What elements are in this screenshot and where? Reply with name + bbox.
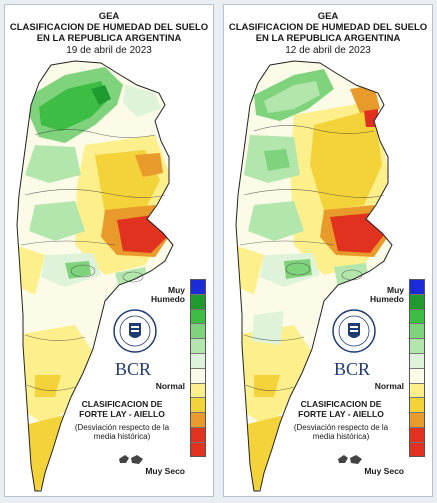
bcr-logo-text: BCR bbox=[115, 359, 152, 379]
map-title-line2: EN LA REPUBLICA ARGENTINA bbox=[255, 33, 401, 44]
scale-label-dry: Muy Seco bbox=[364, 466, 404, 476]
malvinas-islands bbox=[119, 455, 143, 464]
map-date: 12 de abril de 2023 bbox=[285, 45, 371, 56]
deviation-note: (Desviación respecto de la media históri… bbox=[74, 423, 170, 441]
deviation-note: (Desviación respecto de la media históri… bbox=[293, 423, 389, 441]
color-scale bbox=[190, 279, 206, 457]
org-label: GEA bbox=[317, 11, 339, 22]
classification-label: CLASIFICACION DE FORTE LAY - AIELLO bbox=[298, 399, 384, 419]
scale-label-normal: Normal bbox=[155, 381, 185, 391]
malvinas-islands bbox=[338, 455, 362, 464]
map-date: 19 de abril de 2023 bbox=[66, 45, 152, 56]
classification-label: CLASIFICACION DE FORTE LAY - AIELLO bbox=[79, 399, 165, 419]
argentina-soil-moisture-map bbox=[16, 60, 174, 492]
color-scale bbox=[409, 279, 425, 457]
scale-label-normal: Normal bbox=[374, 381, 404, 391]
scale-label-wet: Muy Humedo bbox=[151, 285, 185, 304]
map-panel-left: GEA CLASIFICACION DE HUMEDAD DEL SUELO E… bbox=[4, 4, 214, 497]
scale-label-dry: Muy Seco bbox=[145, 466, 185, 476]
org-label: GEA bbox=[98, 11, 120, 22]
argentina-soil-moisture-map bbox=[235, 60, 393, 492]
bcr-seal-logo bbox=[332, 309, 376, 353]
bcr-logo-text: BCR bbox=[334, 359, 371, 379]
map-title-line1: CLASIFICACION DE HUMEDAD DEL SUELO bbox=[228, 22, 428, 33]
map-title-line2: EN LA REPUBLICA ARGENTINA bbox=[36, 33, 182, 44]
map-title-line1: CLASIFICACION DE HUMEDAD DEL SUELO bbox=[9, 22, 209, 33]
map-panel-right: GEA CLASIFICACION DE HUMEDAD DEL SUELO E… bbox=[223, 4, 433, 497]
bcr-seal-logo bbox=[113, 309, 157, 353]
scale-label-wet: Muy Humedo bbox=[370, 285, 404, 304]
